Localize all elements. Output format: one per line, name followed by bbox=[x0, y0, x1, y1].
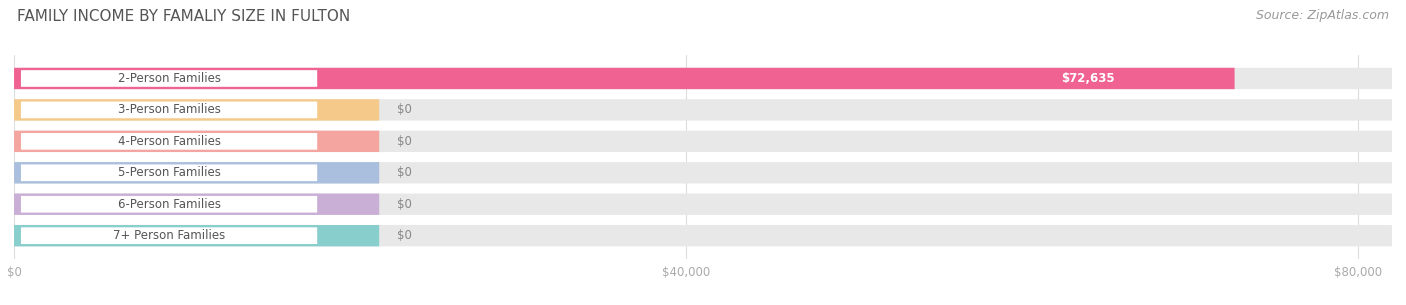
FancyBboxPatch shape bbox=[14, 68, 1392, 89]
FancyBboxPatch shape bbox=[21, 227, 318, 244]
Text: FAMILY INCOME BY FAMALIY SIZE IN FULTON: FAMILY INCOME BY FAMALIY SIZE IN FULTON bbox=[17, 9, 350, 24]
FancyBboxPatch shape bbox=[21, 133, 318, 150]
Text: $0: $0 bbox=[396, 103, 412, 117]
FancyBboxPatch shape bbox=[21, 102, 318, 118]
Text: $0: $0 bbox=[396, 198, 412, 211]
FancyBboxPatch shape bbox=[14, 162, 1392, 184]
FancyBboxPatch shape bbox=[14, 68, 1234, 89]
FancyBboxPatch shape bbox=[21, 196, 318, 213]
FancyBboxPatch shape bbox=[14, 162, 380, 184]
Text: $72,635: $72,635 bbox=[1062, 72, 1115, 85]
Text: $0: $0 bbox=[396, 135, 412, 148]
Text: 2-Person Families: 2-Person Families bbox=[118, 72, 221, 85]
FancyBboxPatch shape bbox=[14, 225, 380, 246]
Text: $0: $0 bbox=[396, 229, 412, 242]
FancyBboxPatch shape bbox=[14, 131, 1392, 152]
Text: Source: ZipAtlas.com: Source: ZipAtlas.com bbox=[1256, 9, 1389, 22]
FancyBboxPatch shape bbox=[14, 131, 380, 152]
FancyBboxPatch shape bbox=[14, 194, 1392, 215]
Text: 4-Person Families: 4-Person Families bbox=[118, 135, 221, 148]
FancyBboxPatch shape bbox=[21, 70, 318, 87]
FancyBboxPatch shape bbox=[14, 99, 380, 120]
Text: 7+ Person Families: 7+ Person Families bbox=[112, 229, 225, 242]
Text: 3-Person Families: 3-Person Families bbox=[118, 103, 221, 117]
FancyBboxPatch shape bbox=[14, 194, 380, 215]
Text: 6-Person Families: 6-Person Families bbox=[118, 198, 221, 211]
Text: $0: $0 bbox=[396, 166, 412, 179]
FancyBboxPatch shape bbox=[21, 164, 318, 181]
FancyBboxPatch shape bbox=[14, 99, 1392, 120]
FancyBboxPatch shape bbox=[14, 225, 1392, 246]
Text: 5-Person Families: 5-Person Families bbox=[118, 166, 221, 179]
